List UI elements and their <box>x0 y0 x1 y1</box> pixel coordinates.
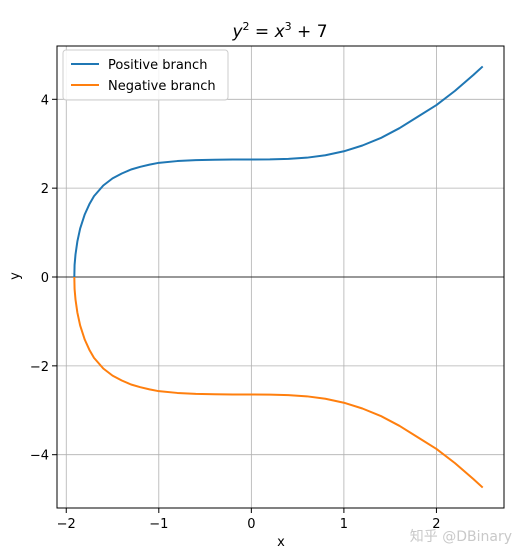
series-group <box>73 65 484 489</box>
y-tick-label-0: −4 <box>30 449 49 464</box>
x-axis-label: x <box>277 535 285 550</box>
legend-box <box>62 49 229 101</box>
series-line-1 <box>73 276 484 489</box>
watermark: 知乎 @DBinary <box>410 528 512 545</box>
title-suffix: + 7 <box>292 22 328 42</box>
y-tick-label-2: 0 <box>41 271 49 286</box>
title-prefix: y <box>231 22 243 42</box>
title-exp1: 2 <box>243 20 250 33</box>
y-tick-label-4: 4 <box>41 93 49 108</box>
y-axis-ticks: −4 −2 0 2 4 <box>30 93 57 464</box>
x-axis-ticks: −2 −1 0 1 2 <box>57 508 441 532</box>
chart-title: y2 = x3 + 7 <box>231 20 327 42</box>
title-mid: = x <box>250 22 286 42</box>
y-tick-label-1: −2 <box>30 360 49 375</box>
legend-label-negative: Negative branch <box>108 79 216 94</box>
series-line-0 <box>73 65 484 278</box>
x-tick-label-1: −1 <box>149 517 168 532</box>
x-tick-label-0: −2 <box>57 517 76 532</box>
legend-label-positive: Positive branch <box>108 58 207 73</box>
y-axis-label: y <box>8 272 23 280</box>
x-tick-label-4: 2 <box>432 517 440 532</box>
x-tick-label-3: 1 <box>340 517 348 532</box>
y-tick-label-3: 2 <box>41 182 49 197</box>
x-tick-label-2: 0 <box>247 517 255 532</box>
legend: Positive branch Negative branch <box>62 49 229 101</box>
title-exp2: 3 <box>285 20 292 33</box>
